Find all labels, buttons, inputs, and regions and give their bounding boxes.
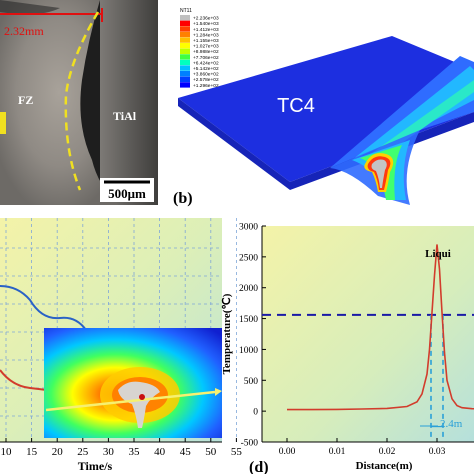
heat-band-2 bbox=[352, 66, 474, 160]
legend-value: +1.540e+03 bbox=[193, 21, 219, 27]
tc4-label-bg bbox=[268, 85, 324, 123]
y-tick-label: 500 bbox=[244, 377, 259, 387]
legend-value: +7.706e+02 bbox=[193, 55, 219, 61]
panel-d-letter: (d) bbox=[249, 459, 269, 474]
legend-value: +1.027e+03 bbox=[193, 44, 219, 50]
legend-value: +1.284e+03 bbox=[193, 32, 219, 38]
x-tick-label: 40 bbox=[154, 446, 166, 458]
temperature-legend: NT11 +2.236e+03+1.540e+03+1.412e+03+1.28… bbox=[180, 8, 219, 89]
panel-d-xlabel: Distance(m) bbox=[356, 460, 413, 472]
inset-cross-section bbox=[44, 328, 222, 438]
legend-value: +2.578e+02 bbox=[193, 77, 219, 83]
legend-swatch bbox=[180, 71, 190, 77]
weld-pool-core bbox=[371, 159, 387, 188]
x-tick-label: 25 bbox=[77, 446, 89, 458]
panel-a: 2.32mm FZ TiAl 500μm bbox=[0, 0, 158, 205]
panel-b: TC4 NT11 +2.236e+03+1.540e+03+1.412e+03+… bbox=[173, 8, 474, 207]
y-tick-label: 0 bbox=[253, 408, 258, 418]
x-tick-label: 30 bbox=[103, 446, 115, 458]
top-shadow bbox=[0, 0, 60, 15]
legend-value: +1.412e+03 bbox=[193, 27, 219, 33]
fusion-zone bbox=[0, 0, 118, 205]
y-tick-label: 1000 bbox=[239, 346, 258, 356]
x-tick-label: 0.03 bbox=[429, 447, 446, 457]
inset-probe-point bbox=[139, 394, 145, 400]
legend-value: +1.155e+03 bbox=[193, 38, 219, 44]
inset-weld-pool bbox=[118, 381, 160, 428]
fusion-boundary-line bbox=[64, 11, 100, 191]
panel-c: 10 15 20 25 30 35 40 45 50 55 Time/s bbox=[0, 218, 242, 473]
fz-label: FZ bbox=[18, 93, 33, 107]
legend-swatch bbox=[180, 43, 190, 49]
y-tick-label: 3000 bbox=[239, 223, 258, 233]
legend-swatch bbox=[180, 48, 190, 54]
plate-top-face bbox=[178, 36, 474, 182]
x-tick-label: 0.01 bbox=[329, 447, 346, 457]
tc4-label: TC4 bbox=[277, 95, 315, 117]
temperature-curve bbox=[287, 244, 474, 411]
legend-title: NT11 bbox=[180, 8, 192, 14]
scale-label: 500μm bbox=[108, 186, 146, 201]
heat-band-1 bbox=[330, 56, 474, 168]
x-tick-label: 0.00 bbox=[279, 447, 296, 457]
inset-probe-arrow bbox=[215, 388, 222, 396]
legend-swatch bbox=[180, 59, 190, 66]
legend-swatch bbox=[180, 76, 190, 82]
x-tick-label: 50 bbox=[205, 446, 217, 458]
panel-b-letter: (b) bbox=[173, 190, 193, 207]
plate-side-face-left bbox=[178, 98, 290, 190]
legend-swatch bbox=[180, 82, 190, 88]
legend-value: +3.860e+02 bbox=[193, 72, 219, 78]
panel-d: -500 0 500 1000 1500 2000 2500 3000 0.00 0.01 0.02… bbox=[221, 223, 474, 474]
legend-swatch bbox=[180, 15, 190, 21]
x-tick-label: 15 bbox=[26, 446, 38, 458]
x-tick-label: 35 bbox=[129, 446, 141, 458]
legend-swatch bbox=[180, 54, 190, 60]
tial-label: TiAl bbox=[113, 109, 137, 123]
x-tick-label: 20 bbox=[52, 446, 64, 458]
legend-swatch bbox=[180, 65, 190, 71]
measure-label: 2.32mm bbox=[4, 24, 44, 38]
x-tick-label: 45 bbox=[180, 446, 192, 458]
y-tick-label: 2500 bbox=[239, 253, 258, 263]
legend-swatch bbox=[180, 31, 190, 38]
inset-probe-line bbox=[45, 390, 216, 412]
panel-c-xlabel: Time/s bbox=[78, 459, 113, 473]
legend-value: +5.142e+02 bbox=[193, 66, 219, 72]
panel-d-ylabel: Temperature(℃) bbox=[221, 293, 233, 374]
y-tick-label: 1500 bbox=[239, 315, 258, 325]
legend-value: +2.236e+03 bbox=[193, 16, 219, 22]
width-label: 2.4m bbox=[440, 418, 463, 430]
x-tick-label: 55 bbox=[231, 446, 243, 458]
legend-value: +8.988e+02 bbox=[193, 49, 219, 55]
y-tick-label: -500 bbox=[241, 439, 259, 449]
boundary-marker bbox=[0, 112, 6, 134]
tial-region bbox=[100, 0, 158, 205]
y-tick-label: 2000 bbox=[239, 284, 258, 294]
legend-value: +1.296e+02 bbox=[193, 83, 219, 89]
liquidus-label: Liqui bbox=[425, 248, 451, 260]
legend-swatch bbox=[180, 20, 190, 26]
legend-swatch bbox=[180, 26, 190, 32]
x-tick-label: 10 bbox=[1, 446, 13, 458]
legend-value: +6.424e+02 bbox=[193, 60, 219, 66]
legend-swatch bbox=[180, 37, 190, 43]
heat-band-3 bbox=[365, 80, 474, 158]
x-tick-label: 0.02 bbox=[379, 447, 396, 457]
